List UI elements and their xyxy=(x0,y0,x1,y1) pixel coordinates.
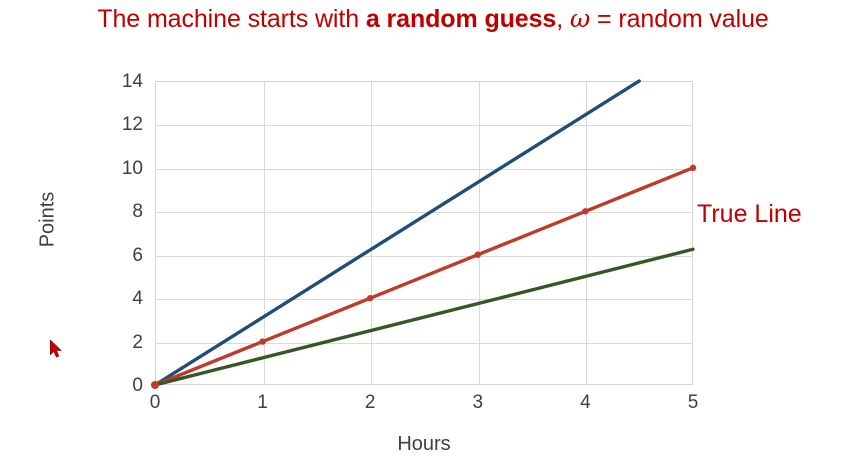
gridline-vertical xyxy=(371,82,373,384)
y-tick-label: 2 xyxy=(132,331,143,353)
x-tick-label: 5 xyxy=(687,392,699,413)
y-tick-label: 4 xyxy=(132,288,143,310)
gridline-horizontal xyxy=(156,255,692,257)
series-data-point xyxy=(367,294,374,302)
series-line xyxy=(153,79,641,387)
x-tick-label: 3 xyxy=(472,392,484,413)
true-line-annotation: True Line xyxy=(697,200,802,228)
x-tick-label: 0 xyxy=(149,392,161,413)
origin-marker xyxy=(151,381,159,389)
y-tick-label: 6 xyxy=(132,244,143,266)
gridline-horizontal xyxy=(156,125,692,127)
series-data-point xyxy=(582,208,589,215)
y-tick-label: 10 xyxy=(121,157,143,179)
y-tick-label: 8 xyxy=(132,201,143,223)
title-part-3: = random value xyxy=(590,5,769,33)
gridline-horizontal xyxy=(156,342,692,344)
x-tick-label: 2 xyxy=(364,392,376,413)
series-data-point xyxy=(474,251,481,258)
title-omega-symbol: ω xyxy=(569,4,591,33)
y-tick-label: 0 xyxy=(132,375,143,396)
title-bold-phrase: a random guess xyxy=(365,5,557,33)
series-data-point xyxy=(259,338,266,345)
page-title: The machine starts with a random guess, … xyxy=(0,4,866,34)
plot-series-layer xyxy=(151,79,697,389)
x-axis-label: Hours xyxy=(397,433,451,455)
series-line xyxy=(153,166,695,387)
gridline-vertical xyxy=(478,82,480,384)
title-part-2: , xyxy=(556,5,570,33)
gridline-vertical xyxy=(263,82,265,384)
gridline-horizontal xyxy=(156,212,692,214)
series-data-point xyxy=(689,164,697,172)
series-line xyxy=(153,247,695,387)
x-tick-label: 1 xyxy=(257,392,268,413)
plot-area xyxy=(155,81,693,385)
gridline-horizontal xyxy=(156,168,692,170)
x-tick-label: 4 xyxy=(580,392,591,413)
y-axis-label: Points xyxy=(36,191,59,248)
gridline-horizontal xyxy=(156,299,692,301)
title-part-1: The machine starts with xyxy=(97,5,366,33)
y-tick-label: 14 xyxy=(121,71,143,92)
mouse-pointer-icon xyxy=(50,340,62,358)
y-tick-label: 12 xyxy=(121,114,143,136)
gridline-vertical xyxy=(586,82,588,384)
y-axis-ticks: 0 2 4 6 8 10 12 14 xyxy=(95,48,143,463)
